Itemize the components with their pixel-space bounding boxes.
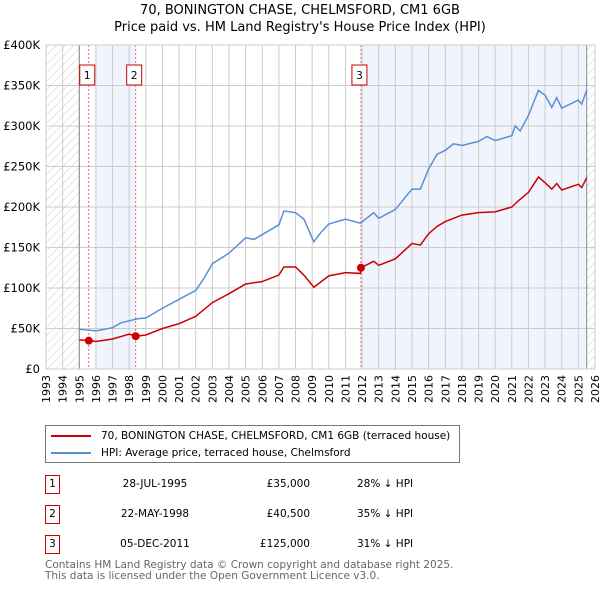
- sale-row: 2 22-MAY-1998 £40,500 35% ↓ HPI: [45, 505, 465, 525]
- legend-swatch-red: [51, 435, 91, 437]
- sale-date: 28-JUL-1995: [122, 478, 188, 490]
- y-tick-label: £350K: [3, 79, 40, 93]
- x-tick-label: 2014: [389, 375, 402, 403]
- x-tick-label: 1997: [107, 375, 120, 403]
- x-tick-label: 1995: [73, 375, 86, 403]
- sale-label-box: [79, 64, 96, 86]
- sale-marker-badge: 2: [45, 505, 60, 524]
- x-tick-label: 2003: [206, 375, 219, 403]
- x-tick-label: 2026: [589, 375, 600, 403]
- x-tick-label: 1994: [57, 375, 70, 403]
- footer-copyright: Contains HM Land Registry data © Crown c…: [45, 559, 454, 571]
- sale-hpi-diff: 35% ↓ HPI: [357, 508, 414, 520]
- y-tick-label: £150K: [3, 241, 40, 255]
- x-tick-label: 1993: [40, 375, 53, 403]
- sale-point: [84, 336, 93, 345]
- x-tick-label: 2017: [439, 375, 452, 403]
- x-tick-label: 2022: [522, 375, 535, 403]
- legend-item-property: 70, BONINGTON CHASE, CHELMSFORD, CM1 6GB…: [51, 428, 450, 444]
- sale-date: 05-DEC-2011: [120, 538, 190, 550]
- x-tick-label: 2009: [306, 375, 319, 403]
- x-tick-label: 2008: [290, 375, 303, 403]
- x-tick-label: 2013: [373, 375, 386, 403]
- legend-label: 70, BONINGTON CHASE, CHELMSFORD, CM1 6GB…: [101, 430, 451, 442]
- y-tick-label: £400K: [3, 38, 40, 52]
- sale-price: £40,500: [266, 508, 310, 520]
- sale-point: [131, 332, 140, 341]
- x-tick-label: 2015: [406, 375, 419, 403]
- sale-date: 22-MAY-1998: [120, 508, 190, 520]
- x-tick-label: 2018: [456, 375, 469, 403]
- x-tick-label: 2005: [240, 375, 253, 403]
- price-chart: 1993 1994 1995 1996 1997 1998 1999 2000 2001 2002…: [3, 38, 600, 403]
- sale-hpi-diff: 31% ↓ HPI: [357, 538, 414, 550]
- sale-price: £125,000: [259, 538, 310, 550]
- y-tick-label: £250K: [3, 160, 40, 174]
- x-tick-label: 2025: [572, 375, 585, 403]
- x-tick-label: 2012: [356, 375, 369, 403]
- sale-price: £35,000: [266, 478, 310, 490]
- y-tick-label: £50K: [11, 322, 41, 336]
- x-tick-label: 2004: [223, 375, 236, 403]
- x-tick-label: 2001: [173, 375, 186, 403]
- chart-title: 70, BONINGTON CHASE, CHELMSFORD, CM1 6GB: [140, 3, 460, 18]
- sale-row: 1 28-JUL-1995 £35,000 28% ↓ HPI: [45, 475, 465, 495]
- x-tick-label: 1998: [123, 375, 136, 403]
- sale-marker-badge: 1: [45, 475, 60, 494]
- y-tick-label: £300K: [3, 119, 40, 133]
- sale-label: 1: [84, 70, 91, 82]
- sale-row: 3 05-DEC-2011 £125,000 31% ↓ HPI: [45, 535, 465, 555]
- sale-marker-badge: 3: [45, 535, 60, 554]
- plot-frame: [45, 44, 596, 370]
- legend: 70, BONINGTON CHASE, CHELMSFORD, CM1 6GB…: [45, 425, 460, 463]
- x-tick-label: 2007: [273, 375, 286, 403]
- sale-label-box: [351, 64, 368, 86]
- legend-item-hpi: HPI: Average price, terraced house, Chel…: [51, 445, 350, 461]
- legend-label: HPI: Average price, terraced house, Chel…: [101, 447, 351, 459]
- sale-point: [356, 263, 365, 272]
- y-tick-label: £100K: [3, 281, 40, 295]
- x-tick-label: 2016: [423, 375, 436, 403]
- x-tick-label: 2002: [190, 375, 203, 403]
- footer-licence: This data is licensed under the Open Gov…: [45, 570, 380, 582]
- x-tick-label: 2011: [339, 375, 352, 403]
- y-tick-label: £0: [25, 362, 40, 376]
- x-tick-label: 2023: [539, 375, 552, 403]
- legend-swatch-blue: [51, 452, 91, 454]
- x-tick-label: 2006: [256, 375, 269, 403]
- x-tick-label: 2000: [156, 375, 169, 403]
- x-tick-label: 1996: [90, 375, 103, 403]
- x-tick-label: 2020: [489, 375, 502, 403]
- x-tick-label: 1999: [140, 375, 153, 403]
- sale-label: 2: [131, 70, 138, 82]
- sale-hpi-diff: 28% ↓ HPI: [357, 478, 414, 490]
- x-tick-label: 2024: [556, 375, 569, 403]
- hpi-line: [79, 89, 588, 332]
- x-tick-label: 2019: [473, 375, 486, 403]
- chart-subtitle: Price paid vs. HM Land Registry's House …: [114, 20, 486, 35]
- sale-label-box: [126, 64, 143, 86]
- y-tick-label: £200K: [3, 200, 40, 214]
- x-tick-label: 2021: [506, 375, 519, 403]
- x-tick-label: 2010: [323, 375, 336, 403]
- sale-label: 3: [356, 70, 363, 82]
